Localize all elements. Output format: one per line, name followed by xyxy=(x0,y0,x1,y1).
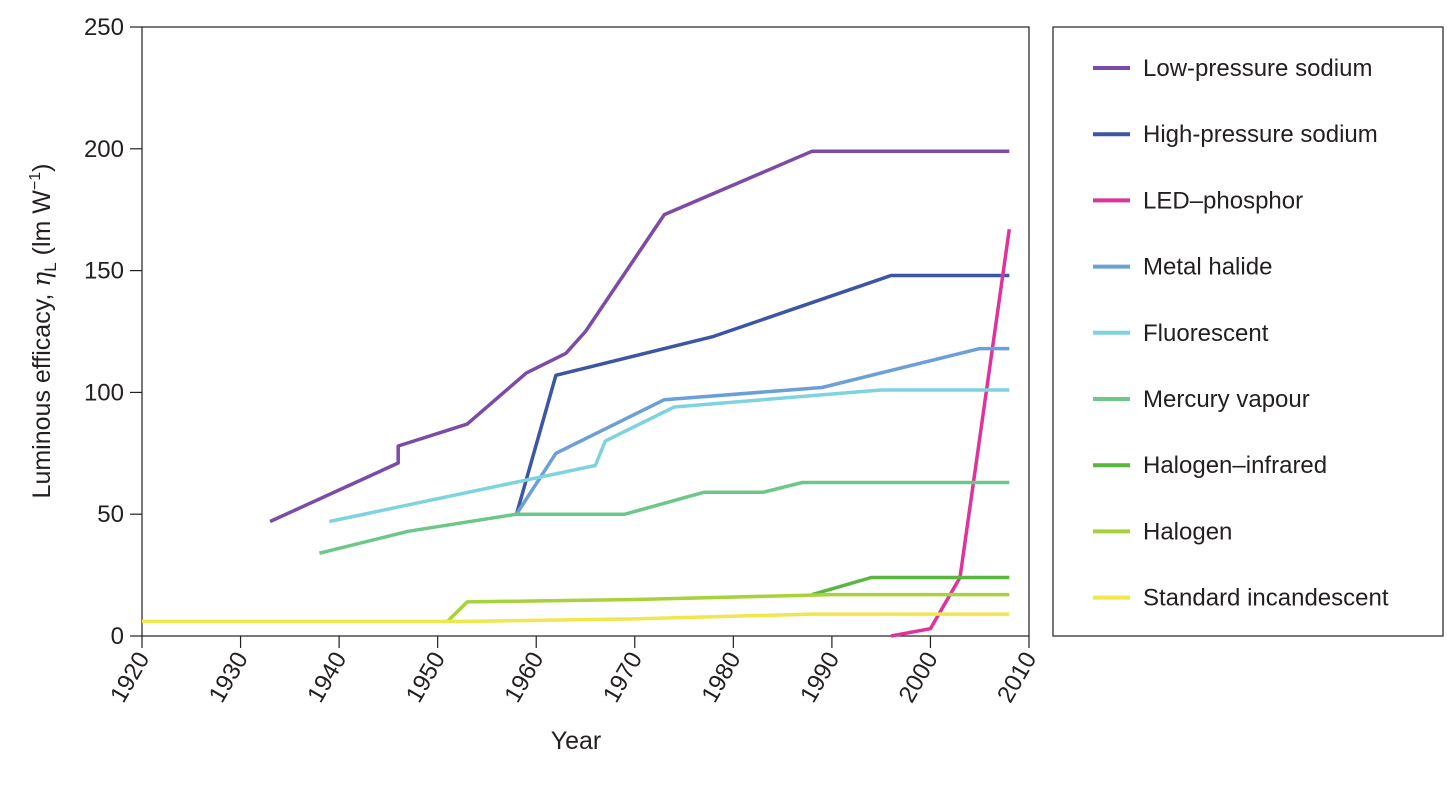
x-tick-label: 1970 xyxy=(598,648,648,708)
y-axis-title-unit-sup: −1 xyxy=(27,172,44,190)
legend-label: Mercury vapour xyxy=(1143,386,1310,413)
plot-border xyxy=(141,26,1030,637)
legend-label: Metal halide xyxy=(1143,254,1272,281)
legend-label: High-pressure sodium xyxy=(1143,121,1378,148)
y-tick-label: 50 xyxy=(97,501,124,528)
y-tick-label: 0 xyxy=(111,623,124,650)
x-tick-label: 1980 xyxy=(696,648,746,708)
y-axis-title-unit-close: ) xyxy=(28,164,56,172)
y-tick-label: 100 xyxy=(84,379,124,406)
series-line-halogen xyxy=(446,592,1010,623)
x-tick-label: 1940 xyxy=(302,648,352,708)
y-axis-title-unit-open: (lm W xyxy=(28,190,56,263)
x-tick-label: 1990 xyxy=(795,648,845,708)
y-axis-title: Luminous efficacy, ηL (lm W−1) xyxy=(27,164,60,499)
y-tick-label: 150 xyxy=(84,258,124,285)
legend-label: LED–phosphor xyxy=(1143,187,1303,214)
x-axis-title: Year xyxy=(551,727,602,755)
legend-label: Standard incandescent xyxy=(1143,585,1389,612)
y-axis-title-prefix: Luminous efficacy, xyxy=(28,287,56,499)
series-line-metal-halide xyxy=(515,346,1010,516)
series-line-halogen-infrared xyxy=(811,575,1010,597)
x-tick-label: 1920 xyxy=(105,648,155,708)
y-axis-title-symbol: η xyxy=(27,272,56,287)
legend-label: Halogen–infrared xyxy=(1143,452,1327,479)
x-tick-label: 2010 xyxy=(992,648,1042,708)
series-line-fluorescent xyxy=(328,388,1010,524)
x-tick-label: 1960 xyxy=(499,648,549,708)
legend: Low-pressure sodium High-pressure sodium L… xyxy=(1052,26,1444,637)
legend-label: Halogen xyxy=(1143,518,1232,545)
series-line-mercury-vapour xyxy=(318,480,1010,555)
x-tick-label: 2000 xyxy=(894,648,944,708)
y-tick-label: 250 xyxy=(84,14,124,41)
series-lines xyxy=(142,149,1012,638)
y-axis: 0 50 100 150 200 250 xyxy=(84,14,142,650)
x-tick-label: 1950 xyxy=(401,648,451,708)
legend-label: Low-pressure sodium xyxy=(1143,55,1372,82)
series-line-standard-incandescent xyxy=(142,612,1010,624)
x-tick-label: 1930 xyxy=(204,648,254,708)
plot-area xyxy=(141,26,1030,637)
legend-label: Fluorescent xyxy=(1143,320,1269,347)
series-line-led-phosphor xyxy=(890,228,1012,638)
series-line-low-pressure-sodium xyxy=(269,149,1010,524)
y-axis-title-subscript: L xyxy=(41,262,60,271)
y-tick-label: 200 xyxy=(84,136,124,163)
x-axis: 1920 1930 1940 1950 1960 1970 1980 1990 2000 2010 xyxy=(105,636,1042,707)
series-line-high-pressure-sodium xyxy=(514,273,1010,515)
